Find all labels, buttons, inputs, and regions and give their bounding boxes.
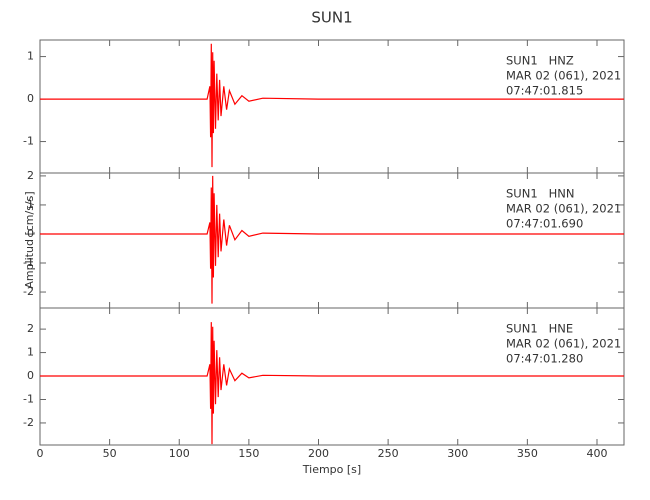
trace-annotation: SUN1 HNZ	[506, 54, 574, 68]
waveform	[40, 322, 624, 445]
x-axis-label: Tiempo [s]	[302, 463, 361, 476]
x-tick-label: 50	[103, 447, 117, 460]
y-tick-label: -1	[23, 392, 34, 405]
trace-annotation: MAR 02 (061), 2021	[506, 337, 621, 351]
y-tick-label: 2	[27, 322, 34, 335]
trace-annotation: 07:47:01.815	[506, 84, 583, 98]
trace-annotation: SUN1 HNN	[506, 187, 574, 201]
trace-annotation: 07:47:01.690	[506, 217, 583, 231]
y-tick-label: 0	[27, 227, 34, 240]
trace-annotation: MAR 02 (061), 2021	[506, 202, 621, 216]
x-tick-label: 0	[37, 447, 44, 460]
y-tick-label: 1	[27, 346, 34, 359]
trace-annotation: MAR 02 (061), 2021	[506, 69, 621, 83]
y-axis-label: Amplitud [cm/s/s]	[23, 191, 36, 288]
y-tick-label: 0	[27, 92, 34, 105]
x-tick-label: 100	[169, 447, 190, 460]
trace-annotation: SUN1 HNE	[506, 322, 573, 336]
y-tick-label: 1	[27, 50, 34, 63]
x-tick-label: 200	[308, 447, 329, 460]
x-tick-label: 150	[238, 447, 259, 460]
waveform	[40, 175, 624, 304]
waveform	[40, 43, 624, 168]
y-tick-label: 1	[27, 198, 34, 211]
x-tick-label: 250	[378, 447, 399, 460]
y-tick-label: 0	[27, 369, 34, 382]
x-tick-label: 300	[447, 447, 468, 460]
y-tick-label: 2	[27, 169, 34, 182]
y-tick-label: -2	[23, 416, 34, 429]
chart-title: SUN1	[311, 9, 352, 27]
x-tick-label: 350	[517, 447, 538, 460]
x-tick-label: 400	[586, 447, 607, 460]
y-tick-label: -1	[23, 256, 34, 269]
y-tick-label: -1	[23, 135, 34, 148]
trace-annotation: 07:47:01.280	[506, 352, 583, 366]
y-tick-label: -2	[23, 285, 34, 298]
